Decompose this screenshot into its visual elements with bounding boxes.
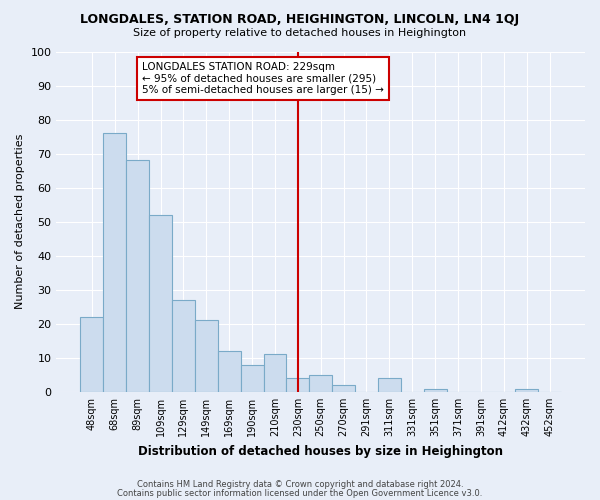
Bar [218, 351, 241, 392]
Bar [515, 388, 538, 392]
Bar [263, 354, 286, 392]
Bar [378, 378, 401, 392]
Text: LONGDALES STATION ROAD: 229sqm
← 95% of detached houses are smaller (295)
5% of : LONGDALES STATION ROAD: 229sqm ← 95% of … [142, 62, 384, 95]
Bar [126, 160, 149, 392]
Text: Size of property relative to detached houses in Heighington: Size of property relative to detached ho… [133, 28, 467, 38]
Bar [286, 378, 309, 392]
Text: Contains HM Land Registry data © Crown copyright and database right 2024.: Contains HM Land Registry data © Crown c… [137, 480, 463, 489]
Bar [80, 317, 103, 392]
Text: Contains public sector information licensed under the Open Government Licence v3: Contains public sector information licen… [118, 488, 482, 498]
X-axis label: Distribution of detached houses by size in Heighington: Distribution of detached houses by size … [138, 444, 503, 458]
Y-axis label: Number of detached properties: Number of detached properties [15, 134, 25, 310]
Bar [332, 385, 355, 392]
Bar [241, 364, 263, 392]
Bar [149, 215, 172, 392]
Bar [424, 388, 446, 392]
Bar [309, 375, 332, 392]
Bar [103, 133, 126, 392]
Bar [195, 320, 218, 392]
Text: LONGDALES, STATION ROAD, HEIGHINGTON, LINCOLN, LN4 1QJ: LONGDALES, STATION ROAD, HEIGHINGTON, LI… [80, 12, 520, 26]
Bar [172, 300, 195, 392]
